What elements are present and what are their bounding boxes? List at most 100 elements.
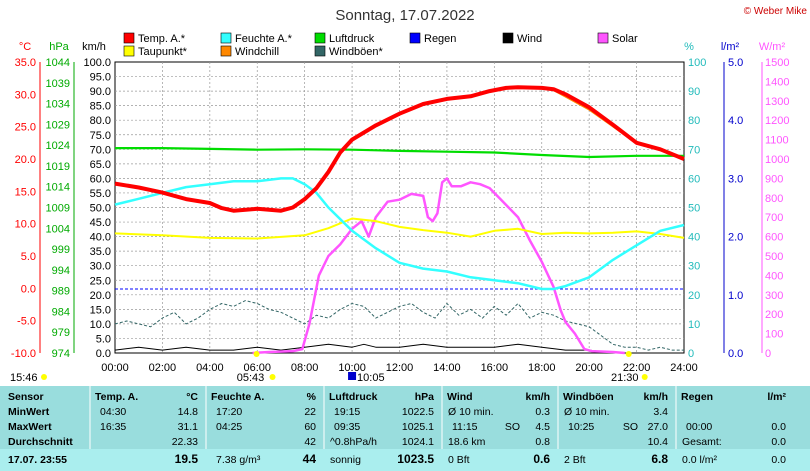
wind-axis-unit: km/h [82, 41, 106, 53]
series-line-gust [114, 300, 684, 351]
table-wind-value: 0.6 [533, 452, 550, 466]
table-header-press-unit: hPa [415, 391, 434, 403]
table-temp-value: 31.1 [178, 421, 199, 433]
credit-text: © Weber Mike [744, 6, 808, 17]
table-header-temp-unit: °C [186, 391, 198, 403]
table-rain-value: 0.0 [771, 421, 786, 433]
table-header-wind-unit: km/h [525, 391, 550, 403]
solar-noon-label: 10:05 [357, 372, 385, 384]
solar-axis-tick: 800 [765, 193, 783, 205]
humidity-axis-tick: 20 [688, 290, 700, 302]
temp-axis-tick: -5.0 [17, 316, 36, 328]
table-hum-value: 42 [304, 436, 316, 448]
x-tick-label: 20:00 [575, 362, 603, 374]
table-wind-desc: 0 Bft [448, 454, 470, 466]
table-wind-desc: 18.6 km [448, 436, 486, 448]
temp-axis-tick: 10.0 [15, 219, 36, 231]
table-wind-value: 0.8 [535, 436, 550, 448]
table-rain-time: 00:00 [686, 421, 712, 433]
wind-axis-tick: 60.0 [90, 173, 111, 185]
legend-swatch-dewpoint [123, 45, 135, 57]
wind-axis-tick: 90.0 [90, 86, 111, 98]
temp-axis-tick: 35.0 [15, 57, 36, 69]
table-press-value: 1024.1 [402, 436, 434, 448]
wind-axis-tick: 40.0 [90, 232, 111, 244]
table-temp-time: 04:30 [100, 406, 126, 418]
temp-axis-unit: °C [19, 41, 31, 53]
solar-axis-tick: 700 [765, 212, 783, 224]
table-header-gust: Windböen [563, 391, 614, 403]
rain-axis-tick: 5.0 [728, 57, 743, 69]
humidity-axis-tick: 30 [688, 261, 700, 273]
rain-axis-tick: 4.0 [728, 115, 743, 127]
solar-axis-tick: 1100 [765, 135, 789, 147]
table-press-time: 19:15 [334, 406, 360, 418]
pressure-axis-tick: 1034 [46, 99, 70, 111]
table-gust-desc: 2 Bft [564, 454, 586, 466]
solar-axis-tick: 0 [765, 348, 771, 360]
sun-icon [41, 374, 47, 380]
table-gust-value: 6.8 [651, 452, 668, 466]
table-hum-value: 22 [304, 406, 316, 418]
chart-title: Sonntag, 17.07.2022 [335, 7, 474, 24]
table-row-label: MinWert [8, 406, 50, 418]
humidity-axis-tick: 90 [688, 86, 700, 98]
wind-axis-tick: 75.0 [90, 130, 111, 142]
solar-axis-tick: 900 [765, 173, 783, 185]
legend-swatch-windchill [220, 45, 232, 57]
legend-swatch-gust [314, 45, 326, 57]
series-line-humidity [114, 177, 685, 291]
table-press-value: 1022.5 [402, 406, 434, 418]
table-gust-dir: SO [623, 421, 638, 433]
solar-axis-tick: 1300 [765, 96, 789, 108]
humidity-axis-tick: 100 [688, 57, 706, 69]
pressure-axis-tick: 1044 [46, 57, 70, 69]
pressure-axis-tick: 1029 [46, 119, 70, 131]
summary-table: Sensor Temp. A. °C Feuchte A.% Luftdruck hPa W… [0, 386, 810, 471]
table-gust-desc: Ø 10 min. [564, 406, 610, 418]
sunrise-label: 05:43 [237, 372, 265, 384]
x-tick-label: 10:00 [338, 362, 366, 374]
temp-axis-tick: 20.0 [15, 154, 36, 166]
pressure-axis-tick: 979 [52, 327, 70, 339]
pressure-axis-tick: 1024 [46, 140, 70, 152]
sunrise-sun-icon [269, 374, 276, 380]
table-header-gust-unit: km/h [643, 391, 668, 403]
table-temp-value: 14.8 [178, 406, 199, 418]
solar-axis-tick: 100 [765, 329, 783, 341]
temp-axis-tick: 0.0 [21, 283, 36, 295]
legend-label-wind: Wind [517, 33, 542, 45]
table-gust-time: 10:25 [568, 421, 594, 433]
series-line-pressure [115, 147, 684, 159]
table-wind-value: 4.5 [535, 421, 550, 433]
table-header-rain-unit: l/m² [767, 391, 786, 403]
legend-swatch-rain [409, 32, 421, 44]
rain-axis-tick: 1.0 [728, 290, 743, 302]
chart-legend: Temp. A.* Feuchte A.* Luftdruck Regen Wind So… [123, 32, 638, 58]
rain-axis-tick: 2.0 [728, 232, 743, 244]
rain-axis-tick: 0.0 [728, 348, 743, 360]
pressure-axis-tick: 994 [52, 265, 70, 277]
table-header-hum: Feuchte A. [211, 391, 264, 403]
table-hum-value: 60 [304, 421, 316, 433]
solar-axis-tick: 600 [765, 232, 783, 244]
series-line-solar [252, 177, 625, 355]
wind-axis-tick: 80.0 [90, 115, 111, 127]
pressure-axis-unit: hPa [49, 41, 69, 53]
table-row-label: MaxWert [8, 421, 52, 433]
solar-axis-unit: W/m² [759, 41, 786, 53]
rain-axis-tick: 3.0 [728, 173, 743, 185]
wind-axis-tick: 50.0 [90, 203, 111, 215]
legend-swatch-humidity [220, 32, 232, 44]
solar-axis-tick: 200 [765, 309, 783, 321]
table-header-temp: Temp. A. [95, 391, 138, 403]
table-temp-value: 22.33 [172, 436, 198, 448]
humidity-axis-tick: 40 [688, 232, 700, 244]
series-line-dewpoint [114, 217, 685, 240]
x-tick-label: 14:00 [433, 362, 461, 374]
table-gust-value: 3.4 [653, 406, 668, 418]
legend-label-rain: Regen [424, 33, 456, 45]
table-now-row-bg [0, 449, 810, 471]
temp-axis-tick: 25.0 [15, 122, 36, 134]
